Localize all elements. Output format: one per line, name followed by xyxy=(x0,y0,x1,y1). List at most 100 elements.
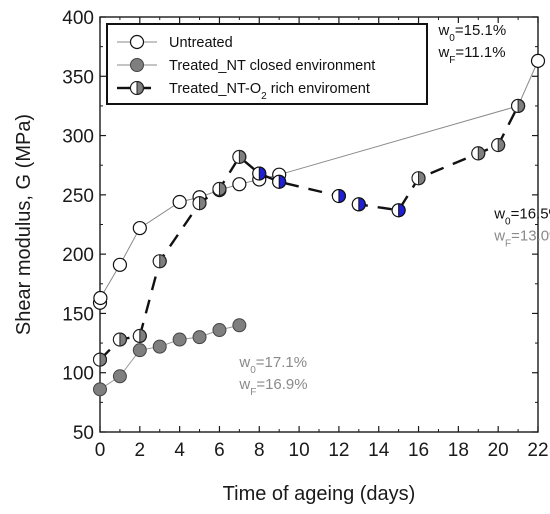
annotation-value: =17.1% xyxy=(256,354,307,371)
annotation-subscript: F xyxy=(250,386,256,397)
x-tick-label: 8 xyxy=(254,440,265,461)
legend-label-o2-sub: 2 xyxy=(261,91,267,102)
o2-point xyxy=(192,196,207,211)
y-axis-title: Shear modulus, G (MPa) xyxy=(13,114,35,335)
closed-point xyxy=(192,330,207,345)
o2-point xyxy=(112,332,127,347)
x-tick-label: 10 xyxy=(289,440,310,461)
untreated-point xyxy=(112,257,128,272)
legend-label-o2-suffix: rich enviroment xyxy=(267,81,370,97)
legend-label-untreated: Untreated xyxy=(169,35,233,51)
axes: 0 2 4 6 8 10 12 14 16 18 20 22501001502002503003504… xyxy=(62,8,548,461)
marker-half xyxy=(252,167,260,181)
series-layer xyxy=(92,53,546,397)
marker-half xyxy=(153,254,160,268)
y-tick-label: 250 xyxy=(62,186,94,207)
annotation-subscript: F xyxy=(505,238,511,249)
marker-half xyxy=(511,99,519,113)
series-closed-environment xyxy=(93,318,247,397)
y-tick-label: 200 xyxy=(62,245,94,266)
annotation-line: wF=13.0% xyxy=(493,228,550,250)
marker-half xyxy=(113,333,120,347)
y-tick-label: 50 xyxy=(73,423,94,444)
annotation-value: =13.0% xyxy=(511,228,550,245)
annotation-line: w0=16.5% xyxy=(493,206,550,228)
annotation-line: wF=11.1% xyxy=(437,44,505,66)
x-tick-label: 22 xyxy=(527,440,548,461)
x-tick-label: 20 xyxy=(488,440,509,461)
legend: Untreated Treated_NT closed environment Tr… xyxy=(106,23,428,105)
x-tick-label: 6 xyxy=(214,440,225,461)
o2-point xyxy=(331,188,346,204)
series-o2-rich xyxy=(92,98,526,367)
annotation-closed-moisture: w0=17.1%wF=16.9% xyxy=(238,354,307,398)
legend-label-o2: Treated_NT-O2 rich enviroment xyxy=(169,81,370,102)
annotation-line: wF=16.9% xyxy=(238,376,307,398)
closed-point xyxy=(232,318,247,333)
annotation-symbol: w xyxy=(437,44,449,61)
o2-point xyxy=(212,181,227,196)
x-tick-label: 0 xyxy=(95,440,106,461)
annotation-symbol: w xyxy=(437,22,449,39)
o2-point xyxy=(351,197,366,212)
legend-marker-untreated xyxy=(129,34,145,50)
series-o2-line xyxy=(99,105,520,361)
marker-half xyxy=(332,189,339,203)
o2-point xyxy=(391,203,406,218)
y-tick-label: 100 xyxy=(62,364,94,385)
closed-point xyxy=(152,339,167,354)
annotation-value: =16.5% xyxy=(511,206,550,223)
marker-half xyxy=(471,146,479,160)
y-tick-label: 150 xyxy=(62,304,94,325)
annotation-line: w0=15.1% xyxy=(437,22,506,44)
annotation-subscript: 0 xyxy=(449,32,455,43)
annotation-symbol: w xyxy=(238,354,250,371)
annotation-value: =11.1% xyxy=(455,44,505,61)
closed-point xyxy=(93,382,107,397)
legend-label-o2-prefix: Treated_NT-O xyxy=(169,81,261,97)
legend-marker-o2 xyxy=(129,80,145,96)
x-tick-label: 14 xyxy=(368,440,390,461)
legend-label-closed: Treated_NT closed environment xyxy=(169,58,375,74)
marker-half xyxy=(93,353,100,367)
x-tick-label: 18 xyxy=(448,440,469,461)
x-tick-label: 4 xyxy=(174,440,185,461)
y-tick-label: 400 xyxy=(62,8,94,29)
annotation-value: =16.9% xyxy=(256,376,307,393)
annotations: w0=15.1%wF=11.1%w0=16.5%wF=13.0%w0=17.1%… xyxy=(238,22,550,398)
closed-point xyxy=(172,332,187,347)
o2-point xyxy=(92,352,108,367)
closed-point xyxy=(112,369,127,384)
x-axis-title: Time of ageing (days) xyxy=(223,483,416,505)
marker-half xyxy=(232,150,240,164)
o2-point xyxy=(471,146,486,161)
x-tick-label: 2 xyxy=(135,440,146,461)
annotation-value: =15.1% xyxy=(455,22,506,39)
closed-point xyxy=(132,343,147,358)
marker-half xyxy=(272,175,280,189)
o2-point xyxy=(252,166,267,181)
o2-point xyxy=(491,138,506,153)
untreated-point xyxy=(530,53,546,68)
marker-half xyxy=(193,196,200,210)
o2-point xyxy=(152,254,167,269)
annotation-subscript: 0 xyxy=(250,364,256,375)
annotation-symbol: w xyxy=(493,206,505,223)
untreated-point xyxy=(232,177,247,192)
untreated-point xyxy=(172,194,187,210)
closed-point xyxy=(212,323,227,338)
o2-point xyxy=(232,149,247,164)
annotation-line: w0=17.1% xyxy=(238,354,307,376)
o2-point xyxy=(411,171,426,186)
annotation-subscript: F xyxy=(449,54,455,65)
marker-half xyxy=(133,329,140,343)
x-tick-label: 12 xyxy=(328,440,349,461)
o2-point xyxy=(511,98,526,113)
annotation-untreated-moisture: w0=15.1%wF=11.1% xyxy=(437,22,506,66)
untreated-point xyxy=(93,290,108,306)
untreated-point xyxy=(132,220,147,236)
x-tick-label: 16 xyxy=(408,440,429,461)
legend-marker-closed xyxy=(130,58,144,72)
marker-half xyxy=(352,197,359,211)
